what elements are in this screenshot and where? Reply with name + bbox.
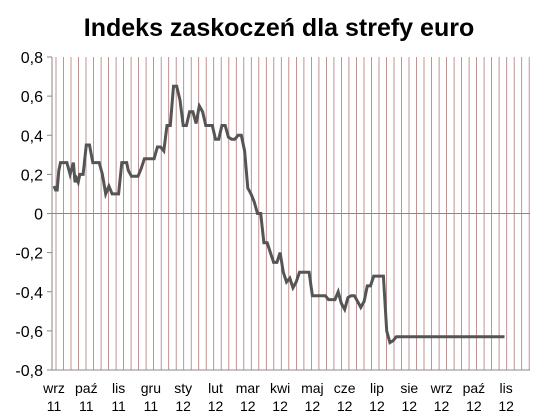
x-tick-label-month: paź: [463, 380, 486, 396]
x-tick-label-year: 12: [305, 398, 321, 414]
y-tick-label: -0,2: [15, 246, 43, 263]
x-tick-label-month: paź: [75, 380, 98, 396]
series-line: [52, 84, 505, 345]
chart-title: Indeks zaskoczeń dla strefy euro: [83, 14, 475, 42]
x-tick-label-year: 12: [466, 398, 482, 414]
x-tick-label-year: 12: [498, 398, 514, 414]
y-tick-label: -0,8: [15, 363, 43, 380]
x-tick-label-year: 12: [369, 398, 385, 414]
x-tick-label-month: wrz: [42, 380, 65, 396]
x-tick-label-month: sie: [400, 380, 418, 396]
y-tick-label: 0,6: [21, 89, 43, 106]
x-tick-label-year: 11: [144, 398, 159, 414]
x-tick-label-year: 12: [208, 398, 224, 414]
y-tick-label: 0,8: [21, 50, 43, 67]
x-tick-label-month: wrz: [430, 380, 453, 396]
x-tick-label-month: cze: [334, 380, 356, 396]
x-tick-label-year: 12: [272, 398, 288, 414]
x-tick-label-month: lis: [112, 380, 125, 396]
y-tick-label: -0,4: [15, 285, 43, 302]
x-tick-label-month: lut: [208, 380, 223, 396]
x-tick-label-year: 12: [240, 398, 256, 414]
x-tick-label-year: 12: [401, 398, 417, 414]
x-tick-label-month: gru: [141, 380, 161, 396]
y-tick-label: 0,2: [21, 167, 43, 184]
x-tick-label-year: 11: [79, 398, 94, 414]
x-tick-label-month: sty: [174, 380, 192, 396]
x-tick-label-month: mar: [236, 380, 260, 396]
x-tick-label-year: 12: [337, 398, 353, 414]
x-tick-label-year: 12: [175, 398, 191, 414]
y-tick-label: -0,6: [15, 324, 43, 341]
y-tick-label: 0,4: [21, 128, 43, 145]
x-tick-label-month: maj: [301, 380, 324, 396]
x-tick-label-month: kwi: [270, 380, 290, 396]
x-tick-label-year: 11: [47, 398, 62, 414]
y-tick-label: 0: [34, 207, 43, 224]
x-tick-label-year: 12: [434, 398, 450, 414]
x-tick-label-month: lip: [370, 380, 384, 396]
x-tick-label-month: lis: [500, 380, 513, 396]
x-tick-label-year: 11: [111, 398, 126, 414]
